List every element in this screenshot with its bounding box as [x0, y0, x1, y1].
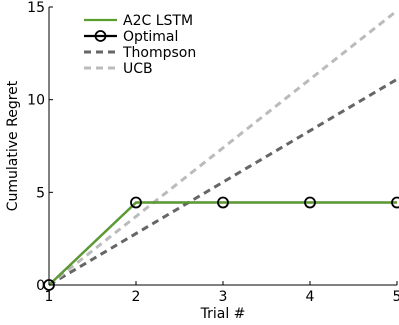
y-tick-label: 15 [27, 0, 45, 16]
y-tick-label: 10 [27, 93, 45, 109]
legend-label-thompson: Thompson [122, 45, 196, 61]
x-tick-label: 1 [45, 289, 54, 305]
legend-label-optimal: Optimal [123, 29, 178, 45]
optimal-marker-point [391, 196, 399, 209]
x-tick-label: 3 [219, 289, 228, 305]
legend-label-a2c-lstm: A2C LSTM [123, 13, 193, 29]
optimal-marker-point [217, 196, 229, 209]
series-line-a2c-lstm [48, 201, 397, 286]
x-tick-label: 4 [306, 289, 315, 305]
y-tick-label: 0 [36, 278, 45, 294]
y-axis-label: Cumulative Regret [5, 80, 21, 211]
series-layer [43, 9, 399, 291]
y-tick-label: 5 [36, 185, 45, 201]
legend-label-ucb: UCB [123, 61, 153, 77]
series-line-thompson [48, 77, 398, 287]
x-tick-label: 5 [393, 289, 399, 305]
x-axis-label: Trial # [200, 306, 246, 322]
optimal-marker-point [130, 196, 142, 209]
series-line-ucb [48, 9, 398, 287]
x-tick-label: 2 [132, 289, 141, 305]
optimal-marker-point [304, 196, 316, 209]
ticks-layer: 1 2 3 4 5 0 5 10 15 [27, 0, 399, 305]
legend-marker-optimal [94, 30, 107, 42]
